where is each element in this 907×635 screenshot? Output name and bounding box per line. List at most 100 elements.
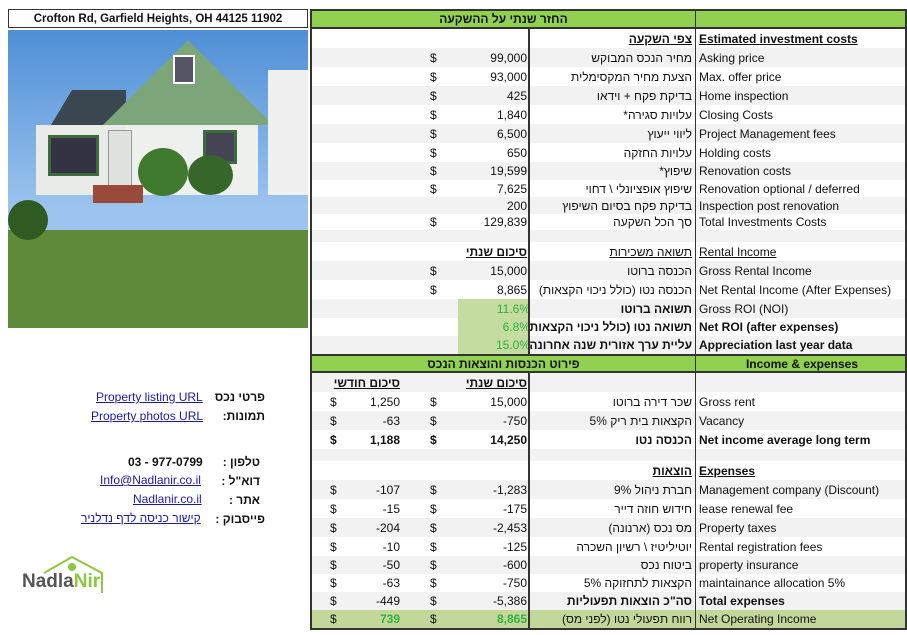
property-listing-link[interactable]: Property listing URL xyxy=(96,390,203,404)
english-label: Inspection post renovation xyxy=(695,197,907,214)
table-row: סיכום חודשי סיכום שנתי xyxy=(310,373,907,392)
table-row: $19,599 שיפוץ* Renovation costs xyxy=(310,162,907,180)
english-label: property insurance xyxy=(695,556,907,574)
hebrew-label: שיפוץ אופציונלי \ דחוי xyxy=(528,180,695,197)
hebrew-label: בדיקת פקח בסיום השיפוץ xyxy=(528,197,695,214)
english-label: Home inspection xyxy=(695,86,907,105)
hebrew-label: שיפוץ* xyxy=(528,162,695,180)
hebrew-label: תשואה משכירות xyxy=(528,242,695,261)
currency-symbol: $ xyxy=(430,107,437,122)
annual-value: 8,865 xyxy=(496,282,527,297)
currency-symbol: $ xyxy=(430,88,437,103)
annual-value: 7,625 xyxy=(496,181,527,196)
monthly-value: -63 xyxy=(382,413,400,428)
table-row: $15,000 הכנסה ברוטו Gross Rental Income xyxy=(310,261,907,280)
currency-symbol: $ xyxy=(430,482,437,497)
table-row: $ -50 $ -600 ביטוח נכס property insurance xyxy=(310,556,907,574)
table-row: 11.6% תשואה ברוטו Gross ROI (NOI) xyxy=(310,299,907,318)
table-row: $ -107 $ -1,283 חברת ניהול 9% Management comp… xyxy=(310,480,907,499)
house-logo-icon: NadlaNir xyxy=(22,555,103,593)
english-label: Expenses xyxy=(695,461,907,480)
nadlanir-logo: NadlaNir xyxy=(22,555,112,595)
annual-value: 93,000 xyxy=(490,69,527,84)
hebrew-label: עלויות החזקה xyxy=(528,143,695,162)
table-row: צפי השקעה Estimated investment costs xyxy=(310,29,907,48)
hebrew-label: תשואה ברוטו xyxy=(528,299,695,318)
english-label xyxy=(695,373,907,392)
currency-symbol: $ xyxy=(430,394,437,409)
email-link[interactable]: Info@Nadlanir.co.il xyxy=(100,473,201,487)
hebrew-label: מחיר הנכס המבוקש xyxy=(528,48,695,67)
english-label: maintainance allocation 5% xyxy=(695,574,907,592)
currency-symbol: $ xyxy=(430,539,437,554)
table-row: $1,840 עלויות סגירה* Closing Costs xyxy=(310,105,907,124)
table-row: $93,000 הצעת מחיר המקסימלית Max. offer pri… xyxy=(310,67,907,86)
annual-value: סיכום שנתי xyxy=(465,375,527,390)
annual-value: 11.6% xyxy=(458,299,528,318)
hebrew-label xyxy=(528,449,695,461)
value-cell: $ -449 $ -5,386 xyxy=(310,592,528,610)
hebrew-label: ביטוח נכס xyxy=(528,556,695,574)
hebrew-label: הוצאות xyxy=(528,461,695,480)
value-cell xyxy=(310,230,528,242)
svg-text:NadlaNir: NadlaNir xyxy=(22,571,101,592)
section-header: פירוט הכנסות והוצאות הנכס xyxy=(310,356,695,371)
english-label: Vacancy xyxy=(695,411,907,430)
english-label: Management company (Discount) xyxy=(695,480,907,499)
currency-symbol: $ xyxy=(430,520,437,535)
monthly-value: 1,250 xyxy=(369,394,400,409)
annual-value: 200 xyxy=(506,198,527,213)
currency-symbol: $ xyxy=(330,520,337,535)
hebrew-label: הצעת מחיר המקסימלית xyxy=(528,67,695,86)
value-cell: $6,500 xyxy=(310,124,528,143)
table-row: 6.8% תשואה נטו (כולל ניכוי הקצאות) Net ROI… xyxy=(310,318,907,336)
annual-value: -1,283 xyxy=(492,482,527,497)
english-label: Holding costs xyxy=(695,143,907,162)
annual-value: -5,386 xyxy=(492,594,527,608)
annual-value: 8,865 xyxy=(496,612,527,626)
value-cell xyxy=(310,29,528,48)
table-row: $1,188 $14,250 הכנסה נטו Net income average… xyxy=(310,430,907,449)
value-cell: $ -63 $ -750 xyxy=(310,574,528,592)
value-cell: $650 xyxy=(310,143,528,162)
facebook-link[interactable]: קישור כניסה לדף נדלניר xyxy=(81,511,201,525)
currency-symbol: $ xyxy=(430,263,437,278)
currency-symbol: $ xyxy=(330,594,337,608)
english-label: Gross Rental Income xyxy=(695,261,907,280)
currency-symbol: $ xyxy=(430,558,437,572)
annual-value: 14,250 xyxy=(490,432,527,447)
hebrew-label: הקצאות לתחזוקה 5% xyxy=(528,574,695,592)
table-row: $ -63 $ -750 הקצאות בית ריק 5% Vacancy xyxy=(310,411,907,430)
value-cell: $93,000 xyxy=(310,67,528,86)
monthly-value: סיכום חודשי xyxy=(333,375,400,390)
annual-value: 6,500 xyxy=(496,126,527,141)
currency-symbol: $ xyxy=(330,394,337,409)
website-link[interactable]: Nadlanir.co.il xyxy=(133,492,202,506)
english-label: Renovation optional / deferred xyxy=(695,180,907,197)
value-cell xyxy=(310,461,528,480)
property-photos-link[interactable]: Property photos URL xyxy=(91,409,204,423)
currency-symbol: $ xyxy=(330,413,337,428)
table-row: $8,865 הכנסה נטו (כולל ניכוי הקצאות) Net R… xyxy=(310,280,907,299)
photos-label: תמונות: xyxy=(222,409,265,423)
currency-symbol: $ xyxy=(430,69,437,84)
currency-symbol: $ xyxy=(430,126,437,141)
table-row: $425 בדיקת פקח + וידאו Home inspection xyxy=(310,86,907,105)
value-cell: $ -50 $ -600 xyxy=(310,556,528,574)
annual-value: -750 xyxy=(502,413,527,428)
value-cell: $ -15 $ -175 xyxy=(310,499,528,518)
english-label: Max. offer price xyxy=(695,67,907,86)
english-label: Net Operating Income xyxy=(695,610,907,628)
annual-value: 425 xyxy=(506,88,527,103)
monthly-value: -63 xyxy=(382,576,400,590)
english-label: Net income average long term xyxy=(695,430,907,449)
hebrew-label: חברת ניהול 9% xyxy=(528,480,695,499)
table-row: 200 בדיקת פקח בסיום השיפוץ Inspection post… xyxy=(310,197,907,214)
table-row: $650 עלויות החזקה Holding costs xyxy=(310,143,907,162)
value-cell: $739 $8,865 xyxy=(310,610,528,628)
monthly-value: -15 xyxy=(382,501,400,516)
english-label: Appreciation last year data xyxy=(695,336,907,354)
value-cell xyxy=(310,449,528,461)
monthly-value: 739 xyxy=(379,612,400,626)
currency-symbol: $ xyxy=(330,432,337,447)
